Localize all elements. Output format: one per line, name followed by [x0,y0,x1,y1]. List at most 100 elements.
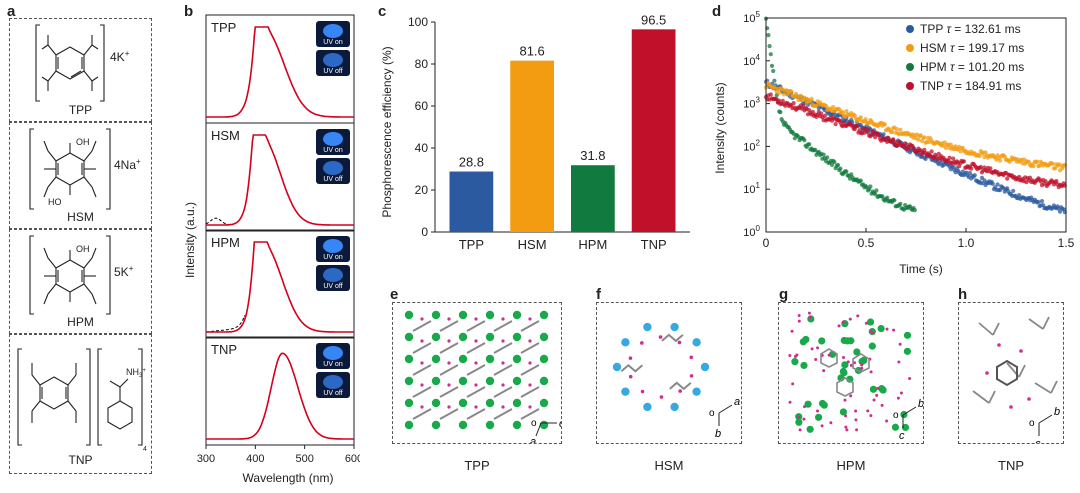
oxygen-atom [842,356,846,360]
luminescent-sample [323,239,343,253]
spectra-x-tick-label: 600 [345,453,360,465]
cation-atom [818,337,826,345]
cation-atom [458,420,468,430]
oxygen-atom [846,360,850,364]
oxygen-atom [885,327,889,331]
tpp-crystal-packing: c ao [404,310,565,448]
cation-atom [621,338,630,347]
spectrum-subpanel-tnp: TNP UV on UV off [205,336,355,446]
decay-point [798,93,803,98]
crystal-axis-label: a [734,396,740,408]
molecule-bond [493,320,513,332]
decay-point [789,89,794,94]
cation-atom [539,376,549,386]
fitted-spectrum-line [206,134,354,226]
oxygen-atom [997,343,1001,347]
decay-point [929,149,934,154]
decay-point [1050,161,1055,166]
spectra-x-tick-label: 300 [197,453,215,465]
decay-point [772,78,777,83]
panel-label-d: d [712,3,722,20]
decay-point [1026,159,1031,164]
decay-point [831,105,836,110]
decay-point [873,135,878,140]
cation-atom [431,354,441,364]
molecule-bond [439,342,459,354]
molecule-bond [992,322,1000,336]
structure-name-hpm: HPM [67,315,94,329]
cation-atom [839,408,848,416]
oxygen-atom [501,339,505,343]
crystal-axis-triad: b co [893,398,924,442]
decay-point [922,147,927,152]
crystal-axis-label: c [899,430,905,442]
legend-marker [906,44,914,52]
legend-marker [906,63,914,71]
cation-atom [643,402,652,412]
cation-atom [795,418,803,426]
decay-point [1035,159,1040,164]
uv-off-label: UV off [323,176,342,183]
decay-point [951,156,956,161]
molecule-bond [1042,316,1050,330]
decay-point [777,98,782,103]
oxygen-atom [420,405,424,409]
spectrum-label: HPM [211,235,240,250]
cation-atom [806,425,814,433]
bar-category-label-hpm: HPM [578,237,607,252]
oxygen-atom [659,395,664,399]
decay-point [916,137,921,142]
cation-atom [404,354,414,364]
cation-atom [404,332,414,342]
oxygen-atom [829,421,833,425]
decay-point [922,135,927,140]
decay-point [972,173,977,178]
molecule-bond [1028,318,1044,330]
cation-atom [891,423,900,431]
decay-point [990,181,995,186]
cation-atom [903,347,912,355]
decay-y-tick-label: 105 [743,10,760,25]
decay-point [1011,188,1016,193]
molecule-ring [836,377,854,397]
oxygen-atom [892,328,896,332]
oxygen-atom [872,398,876,402]
decay-point [892,198,897,203]
panel-label-a: a [7,3,16,20]
decay-point [1039,199,1045,204]
decay-point [898,127,903,132]
decay-point [918,133,923,138]
cation-atom [512,376,522,386]
molecule-bond [988,390,996,404]
oxygen-atom [844,414,848,418]
molecule-bond [466,408,486,420]
oxygen-atom [866,409,870,413]
cation-atom [643,322,652,332]
crystal-caption-hsm: HSM [654,458,684,473]
tpp-structure-drawing [35,24,105,102]
oxygen-atom [802,417,806,421]
decay-point [960,145,965,150]
decay-point [771,68,776,74]
molecule-bond [493,408,513,420]
molecule-bond [1034,382,1052,394]
decay-point [865,127,871,132]
oxygen-atom [528,383,532,387]
spectra-x-tick-label: 400 [246,453,264,465]
cation-atom [621,387,630,396]
legend-label: TPP τ = 132.61 ms [920,22,1021,36]
cation-atom [818,399,827,408]
decay-x-axis-label: Time (s) [899,262,943,276]
oxygen-atom [1019,349,1023,353]
crystal-caption-tpp: TPP [464,458,490,473]
crystal-origin-label: o [531,418,537,429]
decay-point [835,162,841,168]
cation-atom [692,387,701,396]
oxygen-atom [474,339,478,343]
cation-atom [791,358,799,366]
svg-text:NH3+: NH3+ [126,367,146,379]
oxygen-atom [807,311,811,315]
decay-point [829,162,835,167]
decay-point [821,152,826,157]
hpm-oh-label: OH [76,244,90,254]
